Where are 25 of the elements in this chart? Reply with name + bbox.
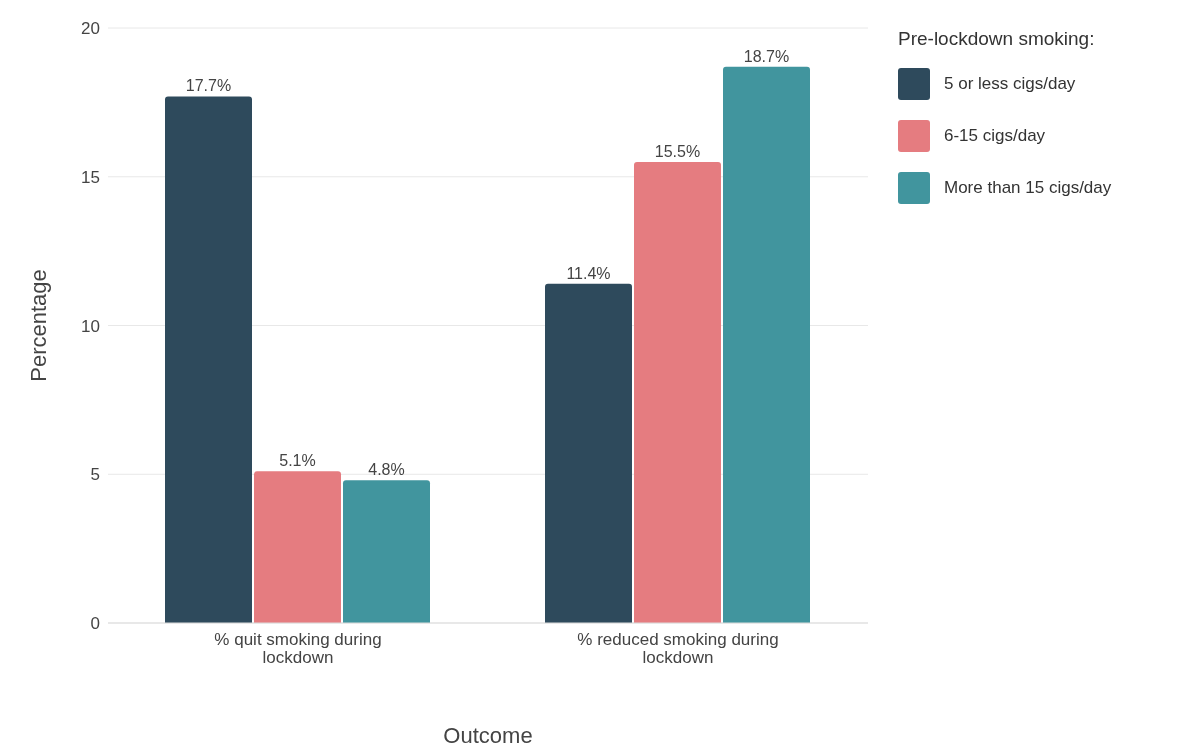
y-tick-label: 20 <box>81 19 100 39</box>
x-axis-title: Outcome <box>443 723 533 748</box>
x-tick-label: % quit smoking during lockdown <box>214 630 382 667</box>
data-label: 4.8% <box>368 461 405 479</box>
data-label: 18.7% <box>743 47 790 65</box>
bar <box>165 96 252 623</box>
legend-title: Pre-lockdown smoking: <box>898 28 1096 50</box>
data-label: 11.4% <box>566 264 611 282</box>
y-axis-title: Percentage <box>25 269 51 382</box>
bar <box>634 161 721 623</box>
y-tick-label: 0 <box>90 614 100 634</box>
bar <box>254 471 341 623</box>
legend-label: 6-15 cigs/day <box>944 126 1046 146</box>
legend-label: More than 15 cigs/day <box>944 178 1112 198</box>
bar <box>343 480 430 623</box>
x-tick-label: % reduced smoking during lockdown <box>577 630 779 667</box>
data-label: 17.7% <box>185 77 232 95</box>
data-label: 5.1% <box>279 452 316 470</box>
bar <box>723 66 810 623</box>
y-tick-label: 5 <box>90 465 100 485</box>
y-tick-label: 10 <box>81 316 100 336</box>
legend-label: 5 or less cigs/day <box>944 74 1076 94</box>
y-tick-label: 15 <box>81 167 100 187</box>
data-label: 15.5% <box>654 142 701 160</box>
bar <box>545 283 632 623</box>
